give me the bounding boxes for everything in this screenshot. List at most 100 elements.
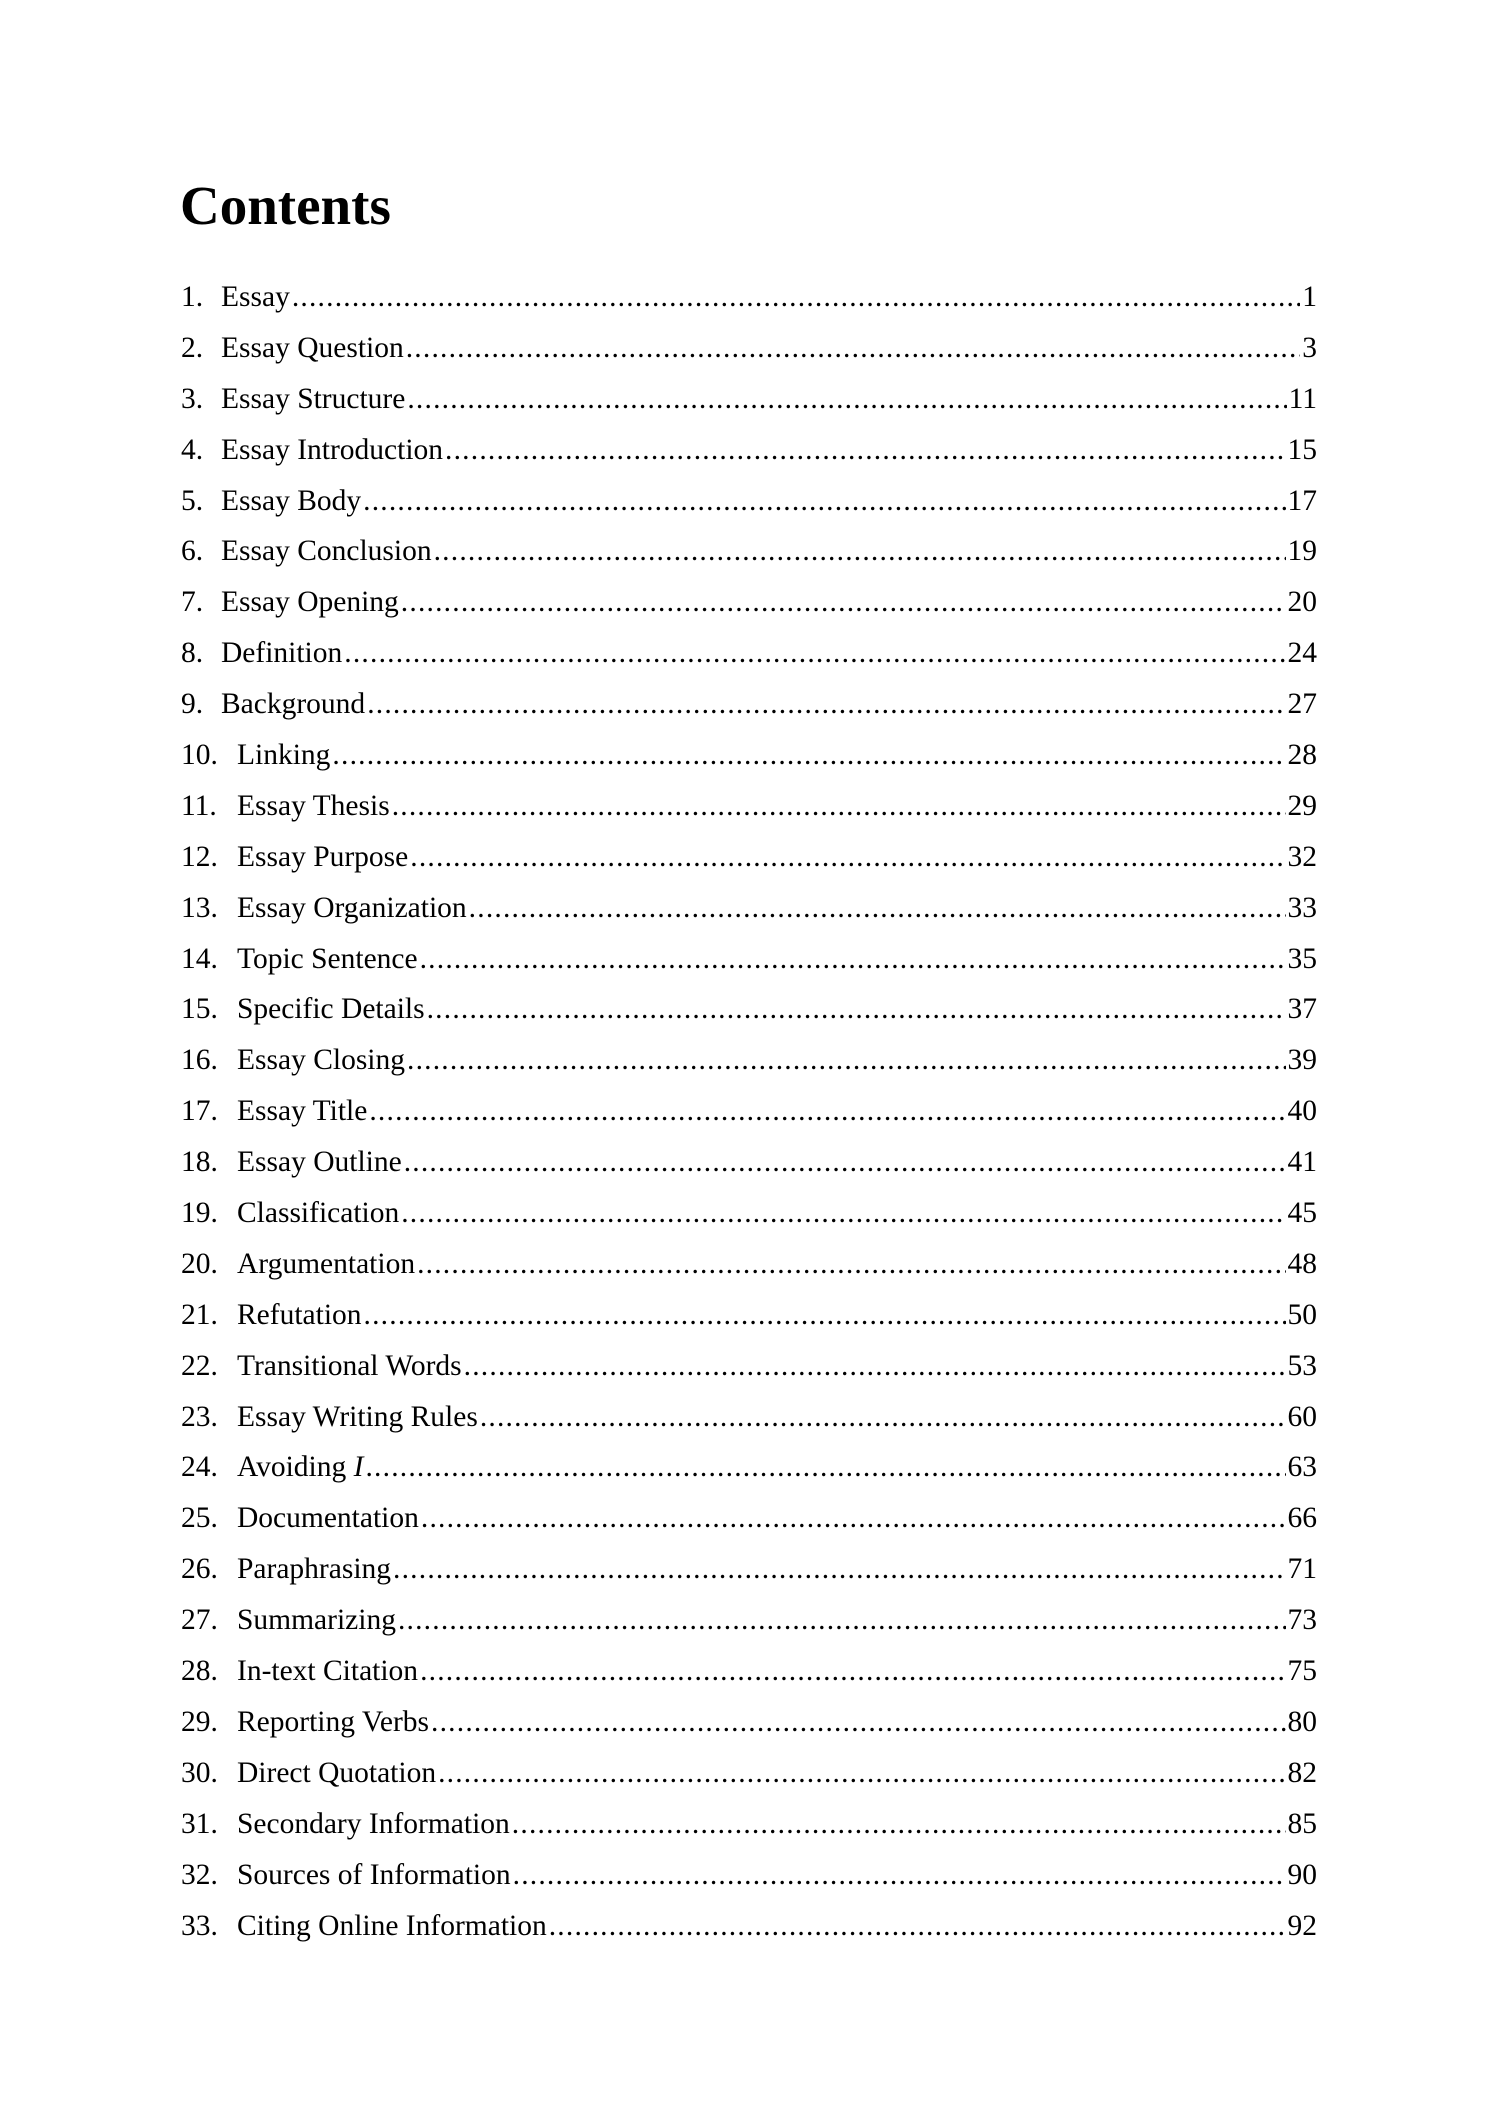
- toc-entry[interactable]: 23. Essay Writing Rules 60: [181, 1401, 1317, 1452]
- toc-entry[interactable]: 27. Summarizing 73: [181, 1604, 1317, 1655]
- toc-entry-label: Citing Online Information: [237, 1910, 547, 1943]
- toc-entry-page: 73: [1287, 1604, 1318, 1637]
- toc-entry[interactable]: 8. Definition 24: [181, 637, 1317, 688]
- toc-entry-number: 10.: [181, 739, 218, 772]
- toc-entry[interactable]: 32. Sources of Information 90: [181, 1859, 1317, 1910]
- toc-entry-page: 29: [1287, 789, 1318, 822]
- toc-entry-label-text: Direct Quotation: [237, 1756, 437, 1789]
- toc-entry-number: 30.: [181, 1756, 218, 1789]
- toc-entry-page: 3: [1302, 331, 1317, 364]
- toc-entry[interactable]: 13. Essay Organization 33: [181, 892, 1317, 943]
- toc-entry[interactable]: 9. Background 27: [181, 688, 1317, 739]
- toc-entry-label-text: Essay Writing Rules: [237, 1400, 478, 1433]
- dot-leader: [469, 892, 1286, 925]
- toc-entry-number: 33.: [181, 1909, 218, 1942]
- toc-entry-label-text: Essay Structure: [221, 382, 406, 415]
- toc-entry-label: Background: [221, 688, 365, 721]
- toc-entry[interactable]: 26. Paraphrasing 71: [181, 1553, 1317, 1604]
- toc-entry-label: Essay Introduction: [221, 434, 443, 467]
- toc-entry-page: 53: [1287, 1349, 1318, 1382]
- toc-entry[interactable]: 14. Topic Sentence 35: [181, 943, 1317, 994]
- toc-entry-page: 33: [1287, 891, 1318, 924]
- toc-entry-page: 15: [1287, 433, 1318, 466]
- toc-entry-label-text: Background: [221, 688, 366, 721]
- toc-entry-label-text: Citing Online Information: [237, 1909, 547, 1942]
- toc-entry-page: 41: [1287, 1146, 1318, 1179]
- toc-entry-label-text: In-text Citation: [237, 1655, 419, 1688]
- dot-leader: [420, 943, 1286, 976]
- toc-entry[interactable]: 28. In-text Citation 75: [181, 1655, 1317, 1706]
- toc-entry-number: 19.: [181, 1197, 218, 1230]
- toc-entry-label: Specific Details: [237, 993, 425, 1026]
- toc-entry[interactable]: 33. Citing Online Information 92: [181, 1910, 1317, 1961]
- dot-leader: [445, 434, 1285, 467]
- dot-leader: [367, 688, 1285, 721]
- toc-entry[interactable]: 12. Essay Purpose 32: [181, 841, 1317, 892]
- toc-entry-number: 24.: [181, 1451, 218, 1484]
- toc-entry[interactable]: 1. Essay 1: [181, 281, 1317, 332]
- toc-entry-label-text: Topic Sentence: [237, 942, 418, 975]
- toc-entry-label-text: Sources of Information: [237, 1858, 511, 1891]
- toc-entry[interactable]: 21. Refutation 50: [181, 1299, 1317, 1350]
- toc-entry-label: Secondary Information: [237, 1808, 510, 1841]
- toc-entry[interactable]: 31. Secondary Information 85: [181, 1808, 1317, 1859]
- toc-entry-label-italic: I: [353, 1451, 364, 1484]
- toc-entry[interactable]: 11. Essay Thesis 29: [181, 790, 1317, 841]
- toc-entry-page: 32: [1287, 840, 1318, 873]
- dot-leader: [292, 281, 1300, 314]
- toc-entry[interactable]: 18. Essay Outline 41: [181, 1146, 1317, 1197]
- toc-entry[interactable]: 29. Reporting Verbs 80: [181, 1706, 1317, 1757]
- toc-entry-label: Definition: [221, 637, 342, 670]
- toc-entry[interactable]: 4. Essay Introduction 15: [181, 434, 1317, 485]
- toc-entry[interactable]: 2. Essay Question 3: [181, 332, 1317, 383]
- toc-entry-number: 11.: [181, 789, 217, 822]
- toc-entry[interactable]: 3. Essay Structure 11: [181, 383, 1317, 434]
- toc-entry[interactable]: 22. Transitional Words 53: [181, 1350, 1317, 1401]
- toc-entry-label: Documentation: [237, 1502, 419, 1535]
- toc-entry-label: Reporting Verbs: [237, 1706, 429, 1739]
- toc-entry-label: Linking: [237, 739, 330, 772]
- toc-entry-number: 20.: [181, 1247, 218, 1280]
- dot-leader: [438, 1757, 1285, 1790]
- toc-entry[interactable]: 5. Essay Body 17: [181, 485, 1317, 536]
- dot-leader: [421, 1502, 1286, 1535]
- toc-entry-label: Essay Question: [221, 332, 404, 365]
- toc-entry[interactable]: 10. Linking 28: [181, 739, 1317, 790]
- toc-entry-label-text: Secondary Information: [237, 1807, 510, 1840]
- dot-leader: [406, 332, 1301, 365]
- toc-entry-page: 28: [1287, 739, 1318, 772]
- toc-entry-label: Essay Structure: [221, 383, 405, 416]
- page-title: Contents: [180, 175, 391, 236]
- toc-entry-page: 37: [1287, 993, 1318, 1026]
- toc-entry[interactable]: 16. Essay Closing 39: [181, 1044, 1317, 1095]
- toc-entry-label: Refutation: [237, 1299, 362, 1332]
- toc-entry[interactable]: 30. Direct Quotation 82: [181, 1757, 1317, 1808]
- dot-leader: [344, 637, 1285, 670]
- toc-entry-number: 6.: [181, 535, 204, 568]
- toc-entry-label-text: Essay Closing: [237, 1044, 405, 1077]
- dot-leader: [369, 1095, 1285, 1128]
- toc-entry-number: 28.: [181, 1655, 218, 1688]
- toc-entry-label-text: Essay: [221, 281, 290, 313]
- toc-entry[interactable]: 19. Classification 45: [181, 1197, 1317, 1248]
- toc-entry[interactable]: 17. Essay Title 40: [181, 1095, 1317, 1146]
- toc-entry-page: 24: [1287, 637, 1318, 670]
- toc-entry[interactable]: 7. Essay Opening 20: [181, 586, 1317, 637]
- toc-entry[interactable]: 6. Essay Conclusion 19: [181, 535, 1317, 586]
- toc-entry[interactable]: 20. Argumentation 48: [181, 1248, 1317, 1299]
- toc-entry-number: 12.: [181, 840, 218, 873]
- toc-entry-label: Essay Purpose: [237, 841, 408, 874]
- toc-entry[interactable]: 25. Documentation 66: [181, 1502, 1317, 1553]
- toc-entry-number: 16.: [181, 1044, 218, 1077]
- dot-leader: [417, 1248, 1285, 1281]
- toc-entry-number: 31.: [181, 1807, 218, 1840]
- toc-entry-page: 82: [1287, 1756, 1318, 1789]
- dot-leader: [464, 1350, 1286, 1383]
- toc-entry[interactable]: 15. Specific Details 37: [181, 993, 1317, 1044]
- toc-entry-label: Avoiding I: [237, 1451, 363, 1484]
- toc-entry-page: 71: [1287, 1553, 1318, 1586]
- toc-entry[interactable]: 24. Avoiding I 63: [181, 1451, 1317, 1502]
- dot-leader: [404, 1146, 1286, 1179]
- toc-entry-page: 80: [1287, 1705, 1318, 1738]
- toc-entry-label-text: Linking: [237, 739, 331, 772]
